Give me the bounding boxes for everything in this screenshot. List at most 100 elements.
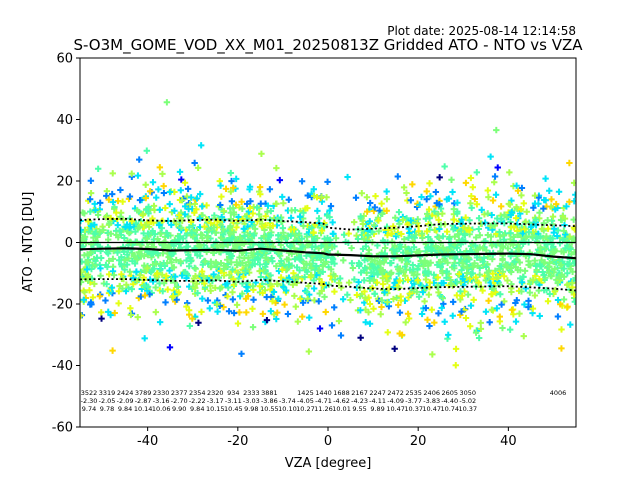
scatter-point bbox=[566, 198, 573, 206]
scatter-point bbox=[298, 178, 306, 185]
scatter-point bbox=[136, 271, 144, 279]
scatter-point bbox=[142, 181, 149, 189]
y-tick-label: 40 bbox=[56, 113, 73, 128]
scatter-point bbox=[227, 229, 234, 236]
scatter-point bbox=[194, 289, 201, 297]
scatter-point bbox=[318, 287, 325, 295]
scatter-point bbox=[339, 296, 347, 303]
scatter-point bbox=[361, 236, 368, 243]
scatter-point bbox=[294, 318, 302, 325]
scatter-point bbox=[471, 195, 479, 203]
scatter-point bbox=[97, 272, 104, 279]
scatter-point bbox=[449, 312, 456, 319]
scatter-point bbox=[450, 226, 457, 233]
scatter-point bbox=[439, 244, 447, 251]
scatter-point bbox=[315, 298, 322, 305]
bin-std-label: 10.14 bbox=[134, 405, 153, 413]
scatter-point bbox=[142, 194, 150, 202]
scatter-point bbox=[275, 216, 282, 223]
scatter-point bbox=[421, 269, 429, 276]
scatter-point bbox=[164, 232, 172, 239]
scatter-point bbox=[548, 196, 555, 203]
scatter-point bbox=[384, 329, 391, 336]
scatter-point bbox=[536, 209, 543, 216]
scatter-point bbox=[196, 215, 203, 222]
scatter-point bbox=[318, 227, 326, 234]
scatter-point bbox=[117, 261, 125, 268]
scatter-point bbox=[117, 213, 124, 220]
scatter-point bbox=[556, 240, 564, 247]
scatter-point bbox=[123, 261, 131, 268]
scatter-point bbox=[520, 332, 527, 340]
scatter-point bbox=[516, 310, 523, 317]
scatter-point bbox=[183, 303, 190, 310]
scatter-point bbox=[152, 284, 159, 291]
scatter-point bbox=[134, 224, 142, 232]
scatter-point bbox=[454, 231, 462, 238]
scatter-point bbox=[452, 345, 460, 353]
scatter-point bbox=[473, 254, 481, 261]
scatter-point bbox=[200, 272, 207, 280]
scatter-point bbox=[498, 242, 505, 250]
scatter-point bbox=[259, 310, 267, 318]
scatter-point bbox=[148, 267, 156, 274]
scatter-point bbox=[293, 238, 300, 245]
scatter-point bbox=[422, 304, 430, 312]
y-tick-label: 20 bbox=[56, 175, 73, 190]
scatter-point bbox=[366, 300, 374, 308]
scatter-point bbox=[371, 257, 379, 264]
scatter-point bbox=[166, 188, 174, 196]
upper-std-line bbox=[80, 217, 576, 231]
scatter-point bbox=[443, 274, 450, 282]
scatter-point bbox=[105, 196, 113, 203]
scatter-point bbox=[119, 198, 126, 205]
scatter-point bbox=[249, 305, 256, 312]
scatter-point bbox=[548, 273, 555, 280]
scatter-point bbox=[410, 266, 417, 273]
bin-std-label: 9.78 bbox=[100, 405, 114, 413]
scatter-point bbox=[472, 274, 480, 281]
scatter-point bbox=[126, 193, 134, 200]
scatter-point bbox=[253, 204, 261, 211]
bin-std-label: 9.84 bbox=[190, 405, 204, 413]
scatter-point bbox=[246, 204, 254, 212]
scatter-point bbox=[239, 259, 246, 267]
bin-count-label: 934 bbox=[227, 389, 239, 397]
scatter-point bbox=[202, 258, 209, 265]
scatter-point bbox=[340, 257, 347, 264]
scatter-point bbox=[301, 273, 308, 281]
bin-count-label: 2333 bbox=[243, 389, 260, 397]
scatter-point bbox=[410, 244, 418, 251]
scatter-point bbox=[466, 323, 474, 330]
scatter-point bbox=[156, 206, 163, 213]
scatter-point bbox=[550, 229, 558, 236]
scatter-point bbox=[559, 213, 566, 220]
scatter-point bbox=[552, 200, 560, 208]
scatter-point bbox=[531, 257, 539, 264]
scatter-point bbox=[125, 255, 132, 262]
scatter-point bbox=[267, 307, 275, 315]
scatter-point bbox=[178, 197, 186, 204]
scatter-point bbox=[235, 213, 242, 221]
scatter-point bbox=[366, 274, 373, 282]
scatter-point bbox=[162, 204, 169, 212]
scatter-point bbox=[318, 279, 325, 286]
scatter-point bbox=[544, 225, 552, 232]
scatter-point bbox=[548, 240, 555, 247]
scatter-point bbox=[283, 287, 290, 294]
scatter-point bbox=[348, 244, 355, 252]
bin-count-label: 2605 bbox=[441, 389, 458, 397]
scatter-point bbox=[308, 265, 315, 272]
scatter-point bbox=[103, 249, 111, 256]
scatter-point bbox=[562, 245, 569, 252]
scatter-point bbox=[166, 200, 173, 208]
scatter-point bbox=[98, 309, 105, 316]
scatter-point bbox=[450, 262, 458, 269]
scatter-point bbox=[554, 227, 562, 234]
scatter-point bbox=[463, 258, 470, 265]
lower-std-line bbox=[80, 278, 576, 292]
scatter-point bbox=[453, 292, 461, 299]
scatter-point bbox=[328, 244, 336, 251]
scatter-point bbox=[227, 209, 234, 216]
scatter-point bbox=[536, 215, 543, 222]
